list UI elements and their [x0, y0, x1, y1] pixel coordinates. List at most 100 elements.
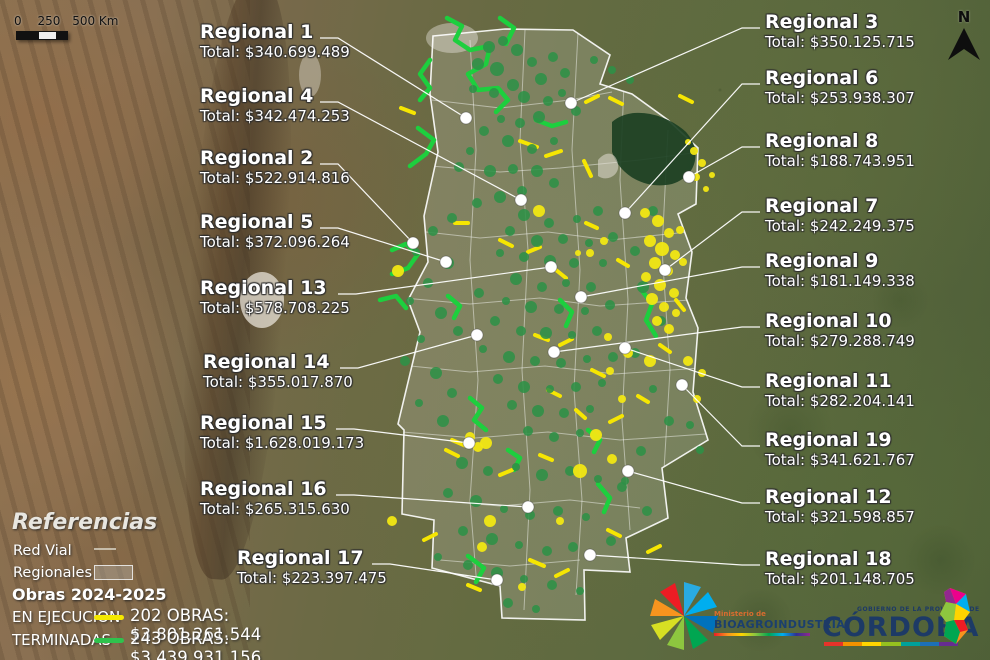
- obra-terminada-dot: [553, 506, 563, 516]
- obra-en-ejecucion-dot: [672, 309, 680, 317]
- obra-terminada-dot: [608, 66, 616, 74]
- obra-en-ejecucion-dot: [698, 369, 706, 377]
- obra-terminada-dot: [516, 326, 526, 336]
- obra-en-ejecucion-dot: [652, 316, 662, 326]
- obra-terminada-dot: [486, 533, 498, 545]
- obra-terminada-dot: [523, 426, 533, 436]
- bio-color-bar: [714, 633, 810, 636]
- region-leader-line: [570, 27, 760, 104]
- scale-bar-graphic: [16, 31, 68, 40]
- obra-en-ejecucion-dot: [693, 395, 701, 403]
- en-ejecucion-road: [636, 394, 650, 404]
- terminadas-road: [637, 285, 659, 339]
- obra-en-ejecucion-dot: [709, 172, 715, 178]
- obra-terminada-dot: [498, 36, 508, 46]
- obra-terminada-dot: [518, 91, 530, 103]
- scale-tick-250: 250: [37, 14, 61, 28]
- obra-terminada-dot: [544, 218, 554, 228]
- obra-en-ejecucion-dot: [477, 542, 487, 552]
- obra-en-ejecucion-dot: [618, 395, 626, 403]
- obra-terminada-dot: [483, 466, 493, 476]
- obra-terminada-dot: [497, 115, 505, 123]
- obra-terminada-dot: [537, 282, 547, 292]
- obra-en-ejecucion-dot: [607, 454, 617, 464]
- obra-terminada-dot: [494, 191, 506, 203]
- obra-terminada-dot: [489, 88, 499, 98]
- obra-terminada-dot: [428, 226, 438, 236]
- cba-province-shape-icon: [940, 588, 970, 644]
- obra-en-ejecucion-dot: [646, 293, 658, 305]
- terminadas-road: [417, 57, 433, 103]
- en-ejecucion-road: [606, 528, 622, 538]
- obra-en-ejecucion-dot: [690, 147, 698, 155]
- obra-terminada-dot: [520, 575, 528, 583]
- obra-terminada-dot: [532, 405, 544, 417]
- region-leader-line: [320, 101, 522, 201]
- region-leader-line: [340, 334, 478, 369]
- obra-terminada-dot: [443, 488, 453, 498]
- obra-terminada-dot: [415, 399, 423, 407]
- obra-terminada-dot: [571, 382, 581, 392]
- region-leader-line: [372, 563, 498, 581]
- obra-terminada-dot: [549, 432, 559, 442]
- obra-terminada-dot: [543, 96, 553, 106]
- region-leader-line: [681, 384, 760, 447]
- terminadas-roads-layer: [377, 15, 659, 585]
- region-anchor-dot: [459, 111, 473, 125]
- obra-terminada-dot: [540, 327, 552, 339]
- obra-terminada-dot: [518, 381, 530, 393]
- obra-terminada-dot: [511, 44, 523, 56]
- obra-en-ejecucion-dot: [392, 265, 404, 277]
- obra-terminada-dot: [598, 379, 606, 387]
- obra-terminada-dot: [608, 352, 618, 362]
- obra-terminada-dot: [608, 232, 618, 242]
- obra-terminada-dot: [592, 326, 602, 336]
- obra-en-ejecucion-dot: [654, 279, 666, 291]
- obra-terminada-dot: [648, 206, 658, 216]
- obra-terminada-dot: [562, 279, 570, 287]
- terminadas-road: [467, 395, 489, 433]
- obra-terminada-dot: [527, 144, 537, 154]
- obra-terminada-dot: [502, 297, 510, 305]
- region-anchor-dot: [621, 464, 635, 478]
- region-leader-line: [624, 83, 760, 214]
- obra-terminada-dot: [532, 605, 540, 613]
- obra-terminada-dot: [637, 281, 649, 293]
- obra-en-ejecucion-dot: [606, 367, 614, 375]
- cba-government-label: GOBIERNO DE LA PROVINCIA DE: [857, 606, 980, 613]
- region-leader-line: [664, 211, 760, 271]
- terminadas-road: [497, 15, 517, 47]
- scale-tick-500: 500 Km: [72, 14, 119, 28]
- obra-terminada-dot: [505, 226, 515, 236]
- obra-terminada-dot: [531, 165, 543, 177]
- region-anchor-dot: [583, 548, 597, 562]
- obra-en-ejecucion-dot: [575, 250, 581, 256]
- obra-en-ejecucion-dot: [586, 249, 594, 257]
- north-label: N: [957, 8, 971, 26]
- en-ejecucion-road: [582, 159, 593, 178]
- obra-terminada-dot: [565, 466, 575, 476]
- obra-en-ejecucion-dot: [556, 517, 564, 525]
- obra-terminada-dot: [515, 541, 523, 549]
- obra-terminada-dot: [549, 178, 559, 188]
- en-ejecucion-road: [590, 368, 606, 378]
- region-leader-line: [688, 146, 760, 178]
- obra-terminada-dot: [479, 345, 487, 353]
- salinas-small: [299, 53, 321, 97]
- en-ejecucion-road: [544, 149, 563, 158]
- region-anchor-dot: [406, 236, 420, 250]
- en-ejecucion-road: [584, 94, 600, 104]
- obra-terminada-dot: [470, 495, 482, 507]
- obra-terminada-dot: [568, 542, 578, 552]
- en-ejecucion-road: [574, 408, 587, 420]
- en-ejecucion-road: [399, 106, 416, 115]
- obra-terminada-dot: [484, 165, 496, 177]
- obra-terminada-dot: [493, 374, 503, 384]
- obra-terminada-dot: [525, 301, 537, 313]
- obra-terminada-dot: [508, 164, 518, 174]
- lake-shore: [598, 153, 619, 179]
- obra-en-ejecucion-dot: [664, 324, 674, 334]
- scale-bar: 0 250 500 Km: [14, 14, 118, 40]
- obra-terminada-dot: [472, 198, 482, 208]
- region-leader-line: [336, 428, 470, 444]
